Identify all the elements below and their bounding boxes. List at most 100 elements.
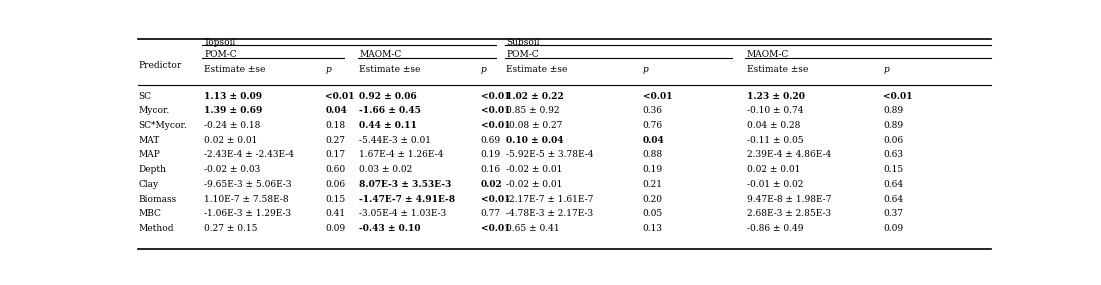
Text: 0.37: 0.37 bbox=[883, 209, 904, 218]
Text: 0.09: 0.09 bbox=[883, 224, 904, 233]
Text: 0.19: 0.19 bbox=[481, 150, 501, 159]
Text: 0.44 ± 0.11: 0.44 ± 0.11 bbox=[359, 121, 417, 130]
Text: -9.65E-3 ± 5.06E-3: -9.65E-3 ± 5.06E-3 bbox=[204, 180, 292, 189]
Text: 0.89: 0.89 bbox=[883, 106, 904, 115]
Text: 0.27: 0.27 bbox=[326, 136, 346, 145]
Text: 0.64: 0.64 bbox=[883, 194, 904, 203]
Text: p: p bbox=[481, 65, 487, 74]
Text: -0.01 ± 0.02: -0.01 ± 0.02 bbox=[746, 180, 804, 189]
Text: 1.39 ± 0.69: 1.39 ± 0.69 bbox=[204, 106, 262, 115]
Text: 0.06: 0.06 bbox=[883, 136, 904, 145]
Text: 1.67E-4 ± 1.26E-4: 1.67E-4 ± 1.26E-4 bbox=[359, 150, 444, 159]
Text: 0.19: 0.19 bbox=[643, 165, 663, 174]
Text: 0.20: 0.20 bbox=[643, 194, 663, 203]
Text: 0.92 ± 0.06: 0.92 ± 0.06 bbox=[359, 91, 417, 101]
Text: Mycor.: Mycor. bbox=[139, 106, 170, 115]
Text: 1.02 ± 0.22: 1.02 ± 0.22 bbox=[506, 91, 564, 101]
Text: 0.03 ± 0.02: 0.03 ± 0.02 bbox=[359, 165, 413, 174]
Text: 0.36: 0.36 bbox=[643, 106, 663, 115]
Text: 0.64: 0.64 bbox=[883, 180, 904, 189]
Text: -5.92E-5 ± 3.78E-4: -5.92E-5 ± 3.78E-4 bbox=[506, 150, 593, 159]
Text: p: p bbox=[643, 65, 648, 74]
Text: Biomass: Biomass bbox=[139, 194, 177, 203]
Text: 0.41: 0.41 bbox=[326, 209, 346, 218]
Text: 0.17: 0.17 bbox=[326, 150, 346, 159]
Text: <0.01: <0.01 bbox=[326, 91, 355, 101]
Text: 0.89: 0.89 bbox=[883, 121, 904, 130]
Text: -5.44E-3 ± 0.01: -5.44E-3 ± 0.01 bbox=[359, 136, 432, 145]
Text: Topsoil: Topsoil bbox=[204, 38, 237, 47]
Text: 0.04: 0.04 bbox=[326, 106, 347, 115]
Text: 0.69: 0.69 bbox=[481, 136, 501, 145]
Text: 0.09: 0.09 bbox=[326, 224, 346, 233]
Text: 1.23 ± 0.20: 1.23 ± 0.20 bbox=[746, 91, 805, 101]
Text: 0.85 ± 0.92: 0.85 ± 0.92 bbox=[506, 106, 559, 115]
Text: -0.43 ± 0.10: -0.43 ± 0.10 bbox=[359, 224, 421, 233]
Text: -4.78E-3 ± 2.17E-3: -4.78E-3 ± 2.17E-3 bbox=[506, 209, 593, 218]
Text: Estimate ±se: Estimate ±se bbox=[204, 65, 265, 74]
Text: 0.77: 0.77 bbox=[481, 209, 501, 218]
Text: -1.66 ± 0.45: -1.66 ± 0.45 bbox=[359, 106, 422, 115]
Text: -3.05E-4 ± 1.03E-3: -3.05E-4 ± 1.03E-3 bbox=[359, 209, 447, 218]
Text: MBC: MBC bbox=[139, 209, 162, 218]
Text: POM-C: POM-C bbox=[204, 50, 237, 59]
Text: 2.68E-3 ± 2.85E-3: 2.68E-3 ± 2.85E-3 bbox=[746, 209, 831, 218]
Text: p: p bbox=[883, 65, 890, 74]
Text: POM-C: POM-C bbox=[506, 50, 538, 59]
Text: 0.10 ± 0.04: 0.10 ± 0.04 bbox=[506, 136, 564, 145]
Text: MAP: MAP bbox=[139, 150, 161, 159]
Text: -0.02 ± 0.03: -0.02 ± 0.03 bbox=[204, 165, 261, 174]
Text: 0.65 ± 0.41: 0.65 ± 0.41 bbox=[506, 224, 560, 233]
Text: <0.01: <0.01 bbox=[481, 194, 510, 203]
Text: 2.39E-4 ± 4.86E-4: 2.39E-4 ± 4.86E-4 bbox=[746, 150, 831, 159]
Text: 0.02: 0.02 bbox=[481, 180, 502, 189]
Text: 0.63: 0.63 bbox=[883, 150, 904, 159]
Text: Depth: Depth bbox=[139, 165, 166, 174]
Text: 0.76: 0.76 bbox=[643, 121, 663, 130]
Text: -2.43E-4 ± -2.43E-4: -2.43E-4 ± -2.43E-4 bbox=[204, 150, 294, 159]
Text: <0.01: <0.01 bbox=[481, 106, 510, 115]
Text: Estimate ±se: Estimate ±se bbox=[506, 65, 568, 74]
Text: Method: Method bbox=[139, 224, 174, 233]
Text: 0.04: 0.04 bbox=[643, 136, 665, 145]
Text: MAOM-C: MAOM-C bbox=[746, 50, 789, 59]
Text: MAT: MAT bbox=[139, 136, 160, 145]
Text: 0.05: 0.05 bbox=[643, 209, 663, 218]
Text: 0.88: 0.88 bbox=[643, 150, 663, 159]
Text: 0.15: 0.15 bbox=[326, 194, 346, 203]
Text: <0.01: <0.01 bbox=[481, 224, 510, 233]
Text: 1.13 ± 0.09: 1.13 ± 0.09 bbox=[204, 91, 262, 101]
Text: <0.01: <0.01 bbox=[481, 121, 510, 130]
Text: 0.02 ± 0.01: 0.02 ± 0.01 bbox=[204, 136, 258, 145]
Text: 0.21: 0.21 bbox=[643, 180, 663, 189]
Text: -0.02 ± 0.01: -0.02 ± 0.01 bbox=[506, 165, 563, 174]
Text: 0.15: 0.15 bbox=[883, 165, 904, 174]
Text: 9.47E-8 ± 1.98E-7: 9.47E-8 ± 1.98E-7 bbox=[746, 194, 831, 203]
Text: 0.16: 0.16 bbox=[481, 165, 501, 174]
Text: Estimate ±se: Estimate ±se bbox=[746, 65, 808, 74]
Text: SC: SC bbox=[139, 91, 152, 101]
Text: -0.86 ± 0.49: -0.86 ± 0.49 bbox=[746, 224, 804, 233]
Text: 0.60: 0.60 bbox=[326, 165, 346, 174]
Text: Estimate ±se: Estimate ±se bbox=[359, 65, 421, 74]
Text: -0.02 ± 0.01: -0.02 ± 0.01 bbox=[506, 180, 563, 189]
Text: 0.18: 0.18 bbox=[326, 121, 346, 130]
Text: 0.04 ± 0.28: 0.04 ± 0.28 bbox=[746, 121, 800, 130]
Text: 8.07E-3 ± 3.53E-3: 8.07E-3 ± 3.53E-3 bbox=[359, 180, 451, 189]
Text: -0.10 ± 0.74: -0.10 ± 0.74 bbox=[746, 106, 804, 115]
Text: -0.24 ± 0.18: -0.24 ± 0.18 bbox=[204, 121, 261, 130]
Text: -1.47E-7 ± 4.91E-8: -1.47E-7 ± 4.91E-8 bbox=[359, 194, 456, 203]
Text: Clay: Clay bbox=[139, 180, 159, 189]
Text: MAOM-C: MAOM-C bbox=[359, 50, 402, 59]
Text: 0.13: 0.13 bbox=[643, 224, 663, 233]
Text: <0.01: <0.01 bbox=[883, 91, 913, 101]
Text: Subsoil: Subsoil bbox=[506, 38, 539, 47]
Text: <0.01: <0.01 bbox=[481, 91, 510, 101]
Text: 0.06: 0.06 bbox=[326, 180, 346, 189]
Text: 0.02 ± 0.01: 0.02 ± 0.01 bbox=[746, 165, 800, 174]
Text: 1.10E-7 ± 7.58E-8: 1.10E-7 ± 7.58E-8 bbox=[204, 194, 288, 203]
Text: Predictor: Predictor bbox=[139, 61, 182, 70]
Text: 0.27 ± 0.15: 0.27 ± 0.15 bbox=[204, 224, 258, 233]
Text: SC*Mycor.: SC*Mycor. bbox=[139, 121, 187, 130]
Text: -2.17E-7 ± 1.61E-7: -2.17E-7 ± 1.61E-7 bbox=[506, 194, 593, 203]
